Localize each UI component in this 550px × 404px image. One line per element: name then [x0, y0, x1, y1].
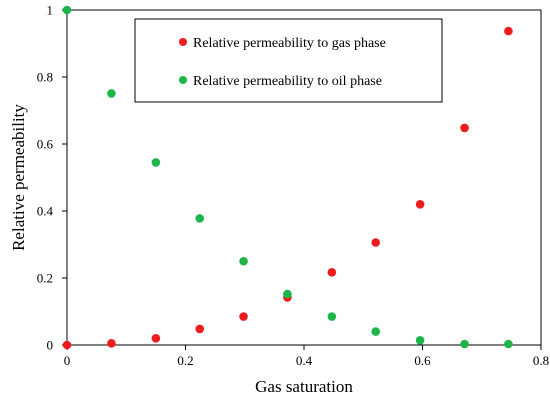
- x-axis-title: Gas saturation: [255, 377, 353, 396]
- y-tick-label: 0.6: [37, 137, 54, 152]
- legend-marker-gas: [179, 38, 187, 46]
- y-tick-label: 0.4: [37, 204, 54, 219]
- oil-point: [371, 327, 380, 336]
- legend-marker-oil: [179, 76, 187, 84]
- oil-point: [460, 339, 469, 349]
- gas-point: [62, 340, 72, 350]
- y-tick-label: 0.2: [37, 271, 53, 286]
- x-tick-label: 0: [64, 353, 71, 368]
- x-tick-label: 0.8: [533, 353, 549, 368]
- gas-point: [371, 238, 380, 247]
- y-axis-title: Relative permeability: [9, 104, 28, 251]
- gas-point: [460, 123, 469, 133]
- oil-point: [151, 158, 161, 167]
- gas-point: [239, 312, 248, 321]
- y-tick-label: 0.8: [37, 70, 53, 85]
- oil-point: [62, 5, 72, 15]
- gas-point: [107, 339, 116, 348]
- x-tick-label: 0.6: [414, 353, 431, 368]
- oil-point: [195, 214, 205, 223]
- x-tick-label: 0.2: [177, 353, 193, 368]
- legend: Relative permeability to gas phase Relat…: [134, 18, 443, 103]
- oil-point: [107, 89, 116, 98]
- oil-point: [283, 289, 292, 299]
- oil-point: [415, 336, 425, 345]
- legend-label-gas: Relative permeability to gas phase: [193, 36, 386, 51]
- points-layer: [62, 5, 513, 350]
- gas-point: [195, 324, 205, 334]
- gas-point: [415, 200, 425, 209]
- gas-point: [504, 26, 513, 36]
- legend-box: [134, 18, 443, 103]
- y-tick-label: 0: [47, 338, 54, 353]
- oil-point: [327, 312, 337, 321]
- oil-point: [504, 339, 513, 349]
- oil-point: [239, 256, 248, 266]
- gas-point: [327, 268, 337, 277]
- gas-point: [151, 334, 161, 343]
- x-tick-label: 0.4: [296, 353, 313, 368]
- legend-label-oil: Relative permeability to oil phase: [193, 74, 382, 89]
- plot-frame: [66, 9, 542, 346]
- y-tick-label: 1: [47, 3, 54, 18]
